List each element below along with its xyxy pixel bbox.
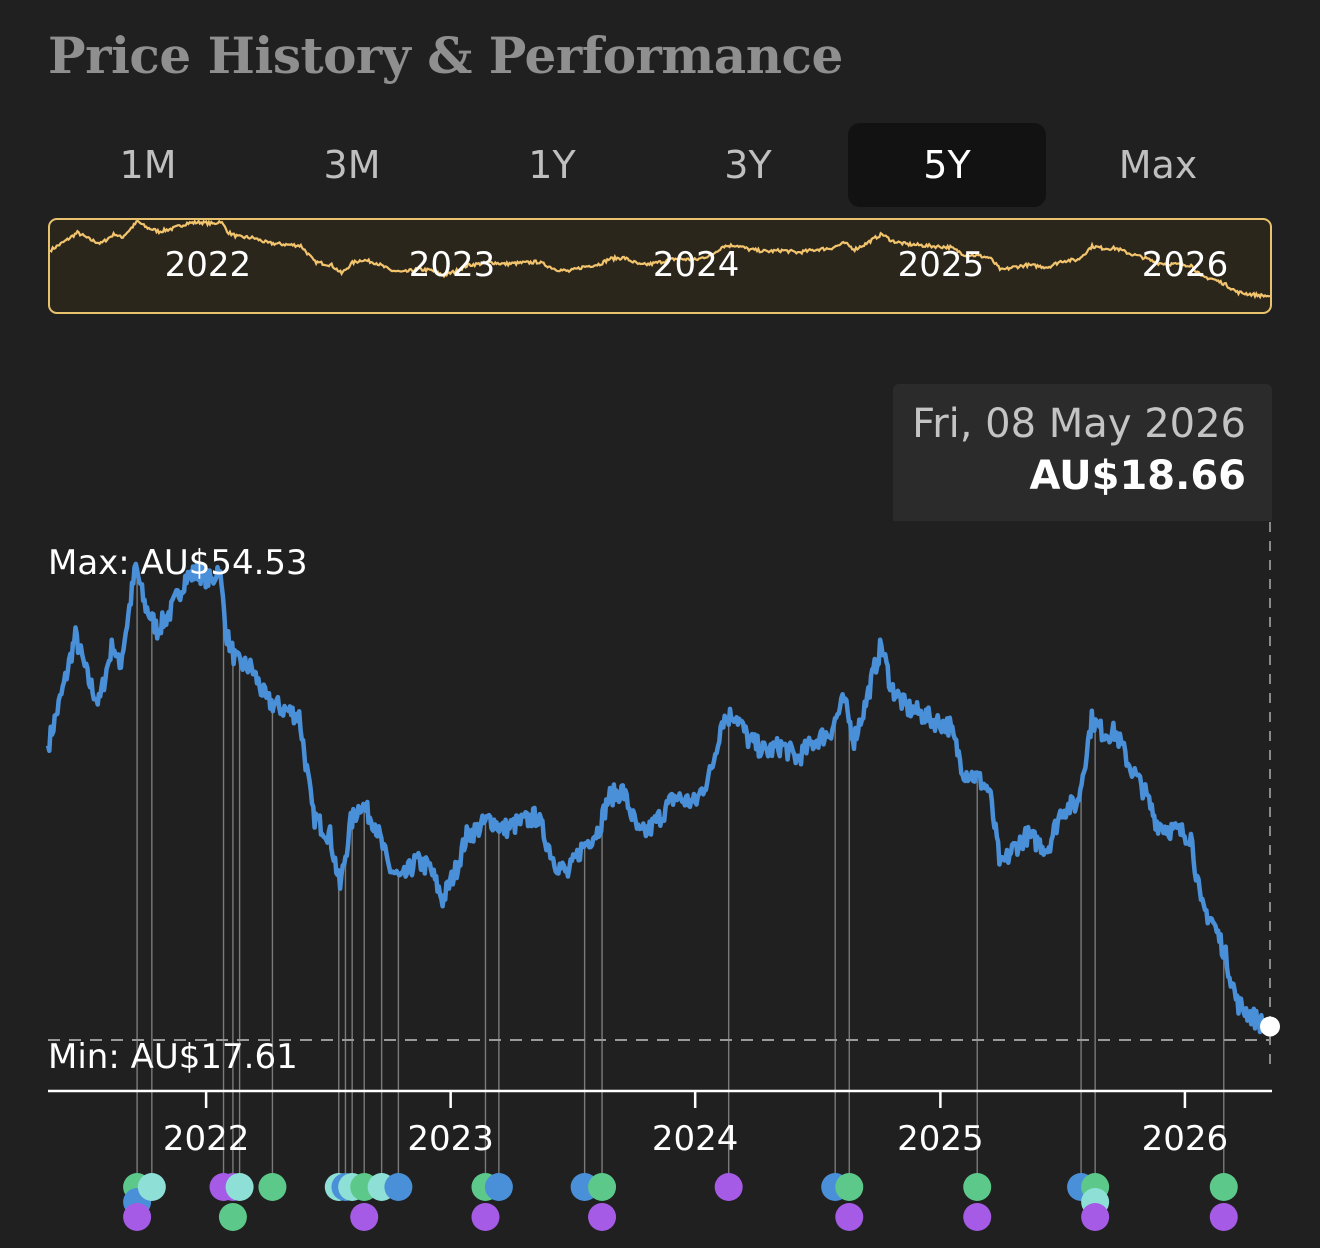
x-tick-label-2022: 2022 bbox=[163, 1119, 250, 1159]
event-marker-15-green bbox=[588, 1173, 617, 1201]
event-marker-5-green bbox=[258, 1173, 287, 1201]
event-marker-19-purple bbox=[963, 1203, 992, 1231]
overview-label-2024: 2024 bbox=[653, 245, 740, 285]
event-marker-9-purple bbox=[350, 1203, 379, 1231]
tab-1m[interactable]: 1M bbox=[119, 143, 177, 187]
event-marker-3-green bbox=[218, 1203, 247, 1231]
tab-5y[interactable]: 5Y bbox=[848, 123, 1046, 207]
current-price-dot bbox=[1260, 1016, 1280, 1037]
event-marker-13-blue bbox=[484, 1173, 513, 1201]
event-marker-16-purple bbox=[714, 1173, 743, 1201]
tab-3y[interactable]: 3Y bbox=[724, 143, 772, 187]
event-marker-0-purple bbox=[123, 1203, 152, 1231]
max-label: Max: AU$54.53 bbox=[48, 543, 308, 583]
range-tabs: 1M 3M 1Y 3Y 5Y Max bbox=[48, 123, 1272, 207]
price-tooltip: Fri, 08 May 2026 AU$18.66 bbox=[893, 384, 1272, 521]
tab-max[interactable]: Max bbox=[1118, 143, 1198, 187]
event-marker-12-purple bbox=[471, 1203, 500, 1231]
price-line bbox=[45, 561, 1272, 1035]
x-tick-label-2026: 2026 bbox=[1142, 1119, 1229, 1159]
overview-label-2025: 2025 bbox=[898, 245, 985, 285]
overview-range-selector[interactable]: 2022 2023 2024 2025 2026 bbox=[48, 218, 1272, 314]
event-marker-18-purple bbox=[835, 1203, 864, 1231]
overview-label-2026: 2026 bbox=[1142, 245, 1229, 285]
event-marker-22-green bbox=[1209, 1173, 1238, 1201]
overview-frame bbox=[48, 218, 1272, 314]
min-label: Min: AU$17.61 bbox=[48, 1037, 298, 1077]
event-marker-1-cyan bbox=[137, 1173, 166, 1201]
event-marker-11-blue bbox=[384, 1173, 413, 1201]
overview-label-2022: 2022 bbox=[165, 245, 252, 285]
event-marker-19-green bbox=[963, 1173, 992, 1201]
event-marker-18-green bbox=[835, 1173, 864, 1201]
overview-label-2023: 2023 bbox=[409, 245, 496, 285]
event-marker-4-cyan bbox=[225, 1173, 254, 1201]
x-tick-label-2023: 2023 bbox=[407, 1119, 494, 1159]
event-stems bbox=[136, 569, 1225, 1175]
event-marker-15-purple bbox=[588, 1203, 617, 1231]
tab-3m[interactable]: 3M bbox=[323, 143, 381, 187]
overview-line bbox=[49, 218, 1271, 300]
x-tick-label-2024: 2024 bbox=[652, 1119, 739, 1159]
x-tick-label-2025: 2025 bbox=[897, 1119, 984, 1159]
event-marker-21-purple bbox=[1081, 1203, 1110, 1231]
tooltip-price: AU$18.66 bbox=[1029, 453, 1246, 499]
event-markers bbox=[123, 1173, 1238, 1231]
tab-1y[interactable]: 1Y bbox=[528, 143, 576, 187]
tooltip-date: Fri, 08 May 2026 bbox=[912, 401, 1246, 447]
event-marker-22-purple bbox=[1209, 1203, 1238, 1231]
page-title: Price History & Performance bbox=[48, 26, 843, 85]
